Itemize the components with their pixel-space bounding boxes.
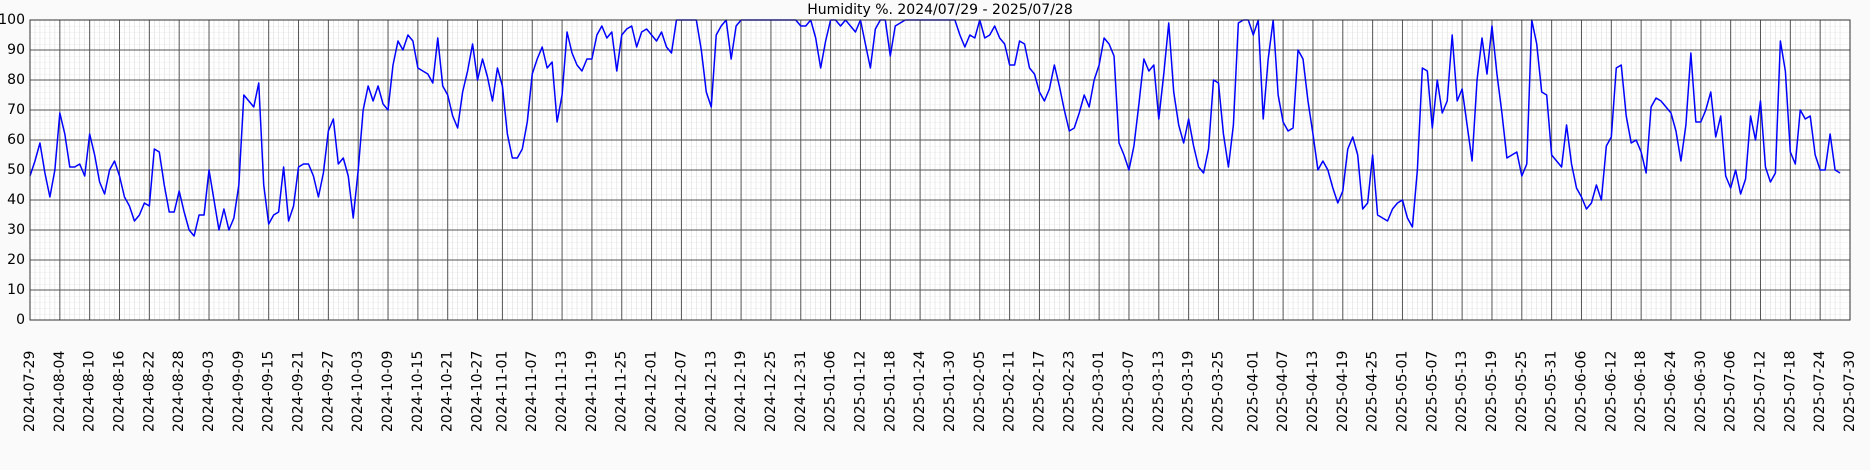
x-tick-label: 2025-05-25 xyxy=(1514,351,1530,432)
y-tick-label: 60 xyxy=(7,132,25,148)
y-tick-label: 0 xyxy=(16,312,25,328)
x-tick-label: 2025-01-24 xyxy=(912,351,928,432)
x-tick-label: 2024-08-16 xyxy=(112,351,128,432)
y-tick-label: 80 xyxy=(7,72,25,88)
x-tick-label: 2025-01-06 xyxy=(823,351,839,432)
x-tick-label: 2025-04-07 xyxy=(1275,351,1291,432)
x-tick-label: 2025-02-11 xyxy=(1002,351,1018,432)
plot-border xyxy=(29,19,1851,321)
x-tick-label: 2025-03-19 xyxy=(1181,351,1197,432)
x-tick-label: 2024-07-29 xyxy=(22,351,38,432)
x-tick-label: 2025-04-01 xyxy=(1245,351,1261,432)
y-tick-label: 50 xyxy=(7,162,25,178)
x-tick-label: 2024-11-01 xyxy=(494,351,510,432)
x-tick-label: 2024-12-13 xyxy=(703,351,719,432)
y-tick-label: 20 xyxy=(7,252,25,268)
y-tick-label: 30 xyxy=(7,222,25,238)
x-tick-label: 2025-06-24 xyxy=(1663,351,1679,432)
x-tick-label: 2024-10-09 xyxy=(380,351,396,432)
x-tick-label: 2024-08-28 xyxy=(171,351,187,432)
x-tick-label: 2025-01-30 xyxy=(942,351,958,432)
y-tick-label: 90 xyxy=(7,42,25,58)
x-tick-label: 2024-11-25 xyxy=(614,351,630,432)
x-tick-label: 2025-05-19 xyxy=(1484,351,1500,432)
x-tick-label: 2025-05-07 xyxy=(1424,351,1440,432)
x-tick-label: 2025-01-18 xyxy=(882,351,898,432)
x-tick-label: 2025-07-06 xyxy=(1723,351,1739,432)
x-tick-label: 2025-02-17 xyxy=(1031,351,1047,432)
x-tick-label: 2024-08-10 xyxy=(82,351,98,432)
x-tick-label: 2025-06-18 xyxy=(1633,351,1649,432)
x-tick-label: 2024-10-21 xyxy=(440,351,456,432)
x-tick-label: 2025-03-25 xyxy=(1210,351,1226,432)
x-tick-label: 2025-04-25 xyxy=(1365,351,1381,432)
x-tick-label: 2024-11-19 xyxy=(584,351,600,432)
x-tick-label: 2025-01-12 xyxy=(852,351,868,432)
x-tick-label: 2024-08-22 xyxy=(141,351,157,432)
x-tick-label: 2025-06-30 xyxy=(1693,351,1709,432)
x-tick-label: 2025-06-12 xyxy=(1603,351,1619,432)
x-tick-label: 2025-03-13 xyxy=(1151,351,1167,432)
x-tick-label: 2025-07-24 xyxy=(1812,351,1828,432)
x-tick-label: 2025-07-30 xyxy=(1842,351,1858,432)
x-tick-label: 2024-10-15 xyxy=(410,351,426,432)
x-tick-label: 2024-12-31 xyxy=(793,351,809,432)
x-tick-label: 2025-05-31 xyxy=(1544,351,1560,432)
x-tick-label: 2025-07-18 xyxy=(1782,351,1798,432)
x-tick-label: 2024-12-19 xyxy=(733,351,749,432)
x-tick-label: 2024-09-15 xyxy=(261,351,277,432)
x-tick-label: 2024-10-27 xyxy=(470,351,486,432)
chart-title: Humidity %. 2024/07/29 - 2025/07/28 xyxy=(807,2,1072,18)
x-tick-label: 2025-05-01 xyxy=(1394,351,1410,432)
x-tick-label: 2025-03-01 xyxy=(1091,351,1107,432)
y-tick-label: 70 xyxy=(7,102,25,118)
y-tick-label: 10 xyxy=(7,282,25,298)
x-tick-label: 2024-09-09 xyxy=(231,351,247,432)
x-tick-label: 2025-02-05 xyxy=(972,351,988,432)
x-tick-label: 2025-05-13 xyxy=(1454,351,1470,432)
x-tick-label: 2025-02-23 xyxy=(1061,351,1077,432)
y-tick-label: 40 xyxy=(7,192,25,208)
y-tick-label: 100 xyxy=(0,12,25,28)
x-tick-label: 2024-09-03 xyxy=(201,351,217,432)
x-tick-label: 2025-07-12 xyxy=(1752,351,1768,432)
x-tick-label: 2024-08-04 xyxy=(52,351,68,432)
x-tick-label: 2024-09-21 xyxy=(291,351,307,432)
x-tick-label: 2025-04-19 xyxy=(1335,351,1351,432)
x-tick-label: 2024-12-01 xyxy=(644,351,660,432)
x-tick-label: 2024-12-25 xyxy=(763,351,779,432)
x-tick-label: 2024-12-07 xyxy=(673,351,689,432)
x-tick-label: 2025-04-13 xyxy=(1305,351,1321,432)
x-tick-label: 2024-11-13 xyxy=(554,351,570,432)
x-tick-label: 2024-10-03 xyxy=(350,351,366,432)
x-tick-label: 2025-06-06 xyxy=(1573,351,1589,432)
x-tick-label: 2025-03-07 xyxy=(1121,351,1137,432)
x-tick-label: 2024-09-27 xyxy=(320,351,336,432)
x-tick-label: 2024-11-07 xyxy=(524,351,540,432)
